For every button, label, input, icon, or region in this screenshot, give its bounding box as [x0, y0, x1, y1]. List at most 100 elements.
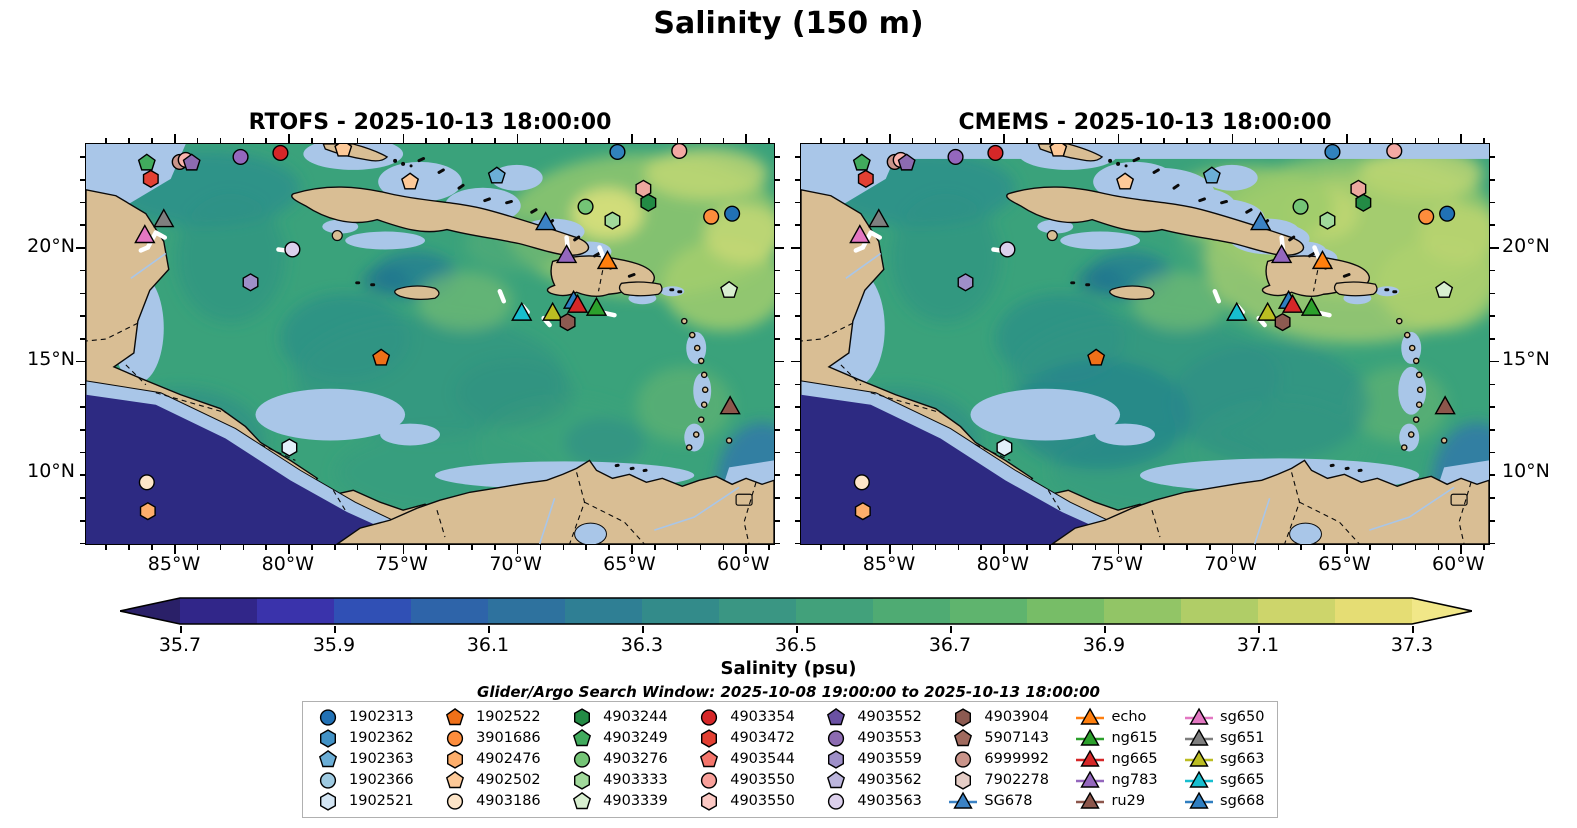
x-tick — [1414, 545, 1417, 550]
legend-item[interactable]: 5907143 — [948, 728, 1051, 748]
legend-item[interactable]: 6999992 — [948, 749, 1051, 769]
colorbar-tick-label: 36.9 — [1082, 634, 1126, 656]
map-cmems: ,,,,,,,,,,,,,,,,,,,,, — [800, 143, 1490, 545]
legend-marker — [446, 771, 465, 789]
x-tick — [448, 138, 450, 143]
float-marker — [1435, 280, 1454, 298]
x-tick — [1460, 134, 1462, 143]
y-tick — [80, 383, 85, 386]
legend-item[interactable]: 4903249 — [567, 728, 670, 748]
legend-item-label: ng783 — [1111, 772, 1158, 788]
legend-item[interactable]: 4903550 — [694, 791, 797, 811]
x-tick — [1483, 138, 1485, 143]
legend-item[interactable]: ng665 — [1075, 749, 1160, 769]
legend-item[interactable]: 4903544 — [694, 749, 797, 769]
x-tick — [1208, 138, 1211, 143]
y-tick — [791, 360, 800, 363]
glider-marker-legend — [446, 708, 465, 726]
float-marker — [1274, 312, 1291, 332]
legend-item[interactable]: 1902313 — [313, 707, 416, 727]
x-tick — [1003, 545, 1005, 554]
legend-item[interactable]: 4903904 — [948, 707, 1051, 727]
glider-marker-legend — [955, 751, 972, 768]
legend-item[interactable]: ng615 — [1075, 728, 1160, 748]
x-tick — [334, 545, 336, 550]
glider-marker-sg665 — [511, 301, 533, 321]
float-marker — [182, 153, 201, 171]
y-tick — [795, 178, 800, 181]
map-title-cmems: CMEMS - 2025-10-13 18:00:00 — [958, 110, 1332, 135]
legend-item[interactable]: sg668 — [1184, 791, 1267, 811]
colorbar-tick — [488, 626, 490, 633]
legend-item[interactable]: 4903472 — [694, 728, 797, 748]
legend-item-label: 4903354 — [730, 709, 795, 725]
legend-item[interactable]: 1902363 — [313, 749, 416, 769]
x-tick — [128, 138, 130, 143]
y-tick — [1490, 542, 1495, 545]
legend-item[interactable]: sg651 — [1184, 728, 1267, 748]
x-tick — [653, 545, 656, 550]
y-tick — [775, 269, 780, 272]
legend-item[interactable]: ru29 — [1075, 791, 1160, 811]
legend-glider-marker — [1076, 770, 1105, 788]
legend-item[interactable]: 4903559 — [821, 749, 924, 769]
legend-item[interactable]: 4903333 — [567, 770, 670, 790]
y-tick-label: 15°N — [1502, 348, 1550, 371]
x-tick — [934, 138, 937, 143]
legend-item[interactable]: 4903339 — [567, 791, 670, 811]
legend-item[interactable]: 4903354 — [694, 707, 797, 727]
legend-item[interactable]: 4903186 — [440, 791, 543, 811]
legend-item[interactable]: sg650 — [1184, 707, 1267, 727]
legend-item[interactable]: echo — [1075, 707, 1160, 727]
glider-track — [497, 289, 507, 304]
legend-item[interactable]: sg663 — [1184, 749, 1267, 769]
legend-item[interactable]: 4903550 — [694, 770, 797, 790]
y-tick — [775, 315, 780, 317]
x-tick — [745, 545, 747, 554]
legend-item[interactable]: sg665 — [1184, 770, 1267, 790]
legend-item[interactable]: 1902362 — [313, 728, 416, 748]
legend-item[interactable]: 1902366 — [313, 770, 416, 790]
legend-item[interactable]: ng783 — [1075, 770, 1160, 790]
legend-item[interactable]: 4902476 — [440, 749, 543, 769]
legend-item[interactable]: 4903276 — [567, 749, 670, 769]
y-tick — [775, 338, 780, 340]
y-tick — [1490, 315, 1495, 317]
legend-item[interactable]: 4903552 — [821, 707, 924, 727]
float-marker — [1355, 193, 1372, 212]
y-tick — [775, 178, 780, 181]
glider-marker-ng783 — [555, 244, 578, 264]
x-tick — [356, 138, 359, 143]
legend-item[interactable]: 4903562 — [821, 770, 924, 790]
legend-item[interactable]: 1902521 — [313, 791, 416, 811]
y-tick — [1490, 338, 1495, 340]
legend-item[interactable]: SG678 — [948, 791, 1051, 811]
x-tick — [722, 138, 725, 143]
x-tick — [196, 545, 199, 550]
legend-item[interactable]: 4903244 — [567, 707, 670, 727]
x-tick — [493, 138, 496, 143]
legend-item-label: echo — [1111, 709, 1147, 725]
y-tick — [795, 156, 800, 158]
legend-marker — [446, 793, 464, 810]
legend-item[interactable]: 4902502 — [440, 770, 543, 790]
legend-item[interactable]: 7902278 — [948, 770, 1051, 790]
y-tick — [775, 497, 780, 499]
legend-marker — [701, 709, 718, 726]
legend-item[interactable]: 3901686 — [440, 728, 543, 748]
glider-marker-echo — [596, 250, 619, 270]
legend-item[interactable]: 4903563 — [821, 791, 924, 811]
legend-item[interactable]: 4903553 — [821, 728, 924, 748]
x-tick — [1071, 545, 1074, 550]
x-tick — [379, 138, 382, 143]
x-tick — [1300, 138, 1303, 143]
x-tick — [843, 138, 845, 143]
glider-track — [1212, 289, 1222, 304]
x-tick — [1140, 545, 1143, 550]
legend-item[interactable]: 1902522 — [440, 707, 543, 727]
x-tick — [1414, 138, 1417, 143]
y-tick — [80, 156, 85, 158]
legend-marker — [701, 772, 718, 789]
x-tick — [1186, 138, 1188, 143]
y-tick — [1490, 497, 1495, 499]
